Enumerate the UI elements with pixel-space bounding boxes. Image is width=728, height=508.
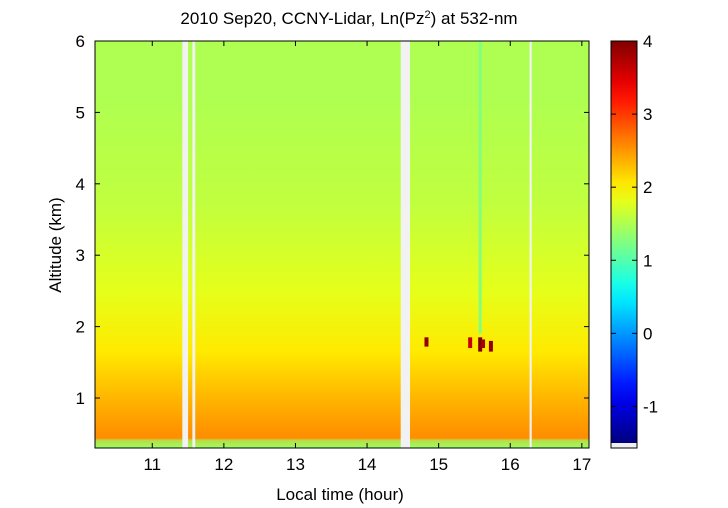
y-tick-label: 6 bbox=[76, 32, 85, 51]
heatmap-plot-area bbox=[95, 41, 589, 448]
aerosol-spike bbox=[468, 337, 473, 349]
colorbar: -1 0 1 2 3 4 bbox=[610, 32, 658, 449]
x-tick-label: 17 bbox=[572, 455, 591, 474]
colorbar-tick-label: 1 bbox=[643, 251, 652, 270]
x-tick-label: 16 bbox=[501, 455, 520, 474]
x-tick-label: 11 bbox=[143, 455, 161, 474]
colorbar-tick-label: 2 bbox=[643, 178, 652, 197]
heatmap-background bbox=[95, 41, 589, 448]
ground-band bbox=[95, 439, 589, 448]
y-tick-label: 4 bbox=[76, 175, 85, 194]
plot-frame bbox=[94, 40, 590, 449]
x-tick-label: 15 bbox=[429, 455, 448, 474]
colorbar-tick-label: 3 bbox=[643, 105, 652, 124]
colorbar-tick-label: 4 bbox=[643, 32, 652, 51]
y-tick-label: 2 bbox=[76, 318, 85, 337]
colorbar-tick-label: 0 bbox=[643, 324, 652, 343]
aerosol-spike bbox=[424, 337, 429, 347]
data-gap bbox=[192, 41, 196, 448]
colorbar-frame bbox=[610, 40, 638, 449]
x-tick-label: 14 bbox=[358, 455, 377, 474]
aerosol-spike bbox=[488, 340, 493, 352]
y-tick-label: 3 bbox=[76, 246, 85, 265]
data-gap bbox=[529, 41, 532, 448]
x-tick-label: 13 bbox=[286, 455, 305, 474]
colorbar-bottom-cap bbox=[611, 443, 637, 448]
colorbar-tick-label: -1 bbox=[643, 397, 658, 416]
y-axis-label: Altitude (km) bbox=[46, 197, 65, 292]
data-gap bbox=[182, 41, 189, 448]
y-tick-label: 1 bbox=[76, 389, 85, 408]
aerosol-streak bbox=[478, 41, 482, 334]
x-axis: 11 12 13 14 15 16 17 bbox=[143, 41, 591, 474]
chart-title: 2010 Sep20, CCNY-Lidar, Ln(Pz2) at 532-n… bbox=[180, 9, 517, 28]
y-axis: 1 2 3 4 5 6 bbox=[76, 32, 589, 408]
aerosol-spike bbox=[478, 337, 483, 352]
colorbar-gradient bbox=[611, 41, 637, 443]
y-tick-label: 5 bbox=[76, 103, 85, 122]
x-tick-label: 12 bbox=[214, 455, 233, 474]
x-axis-label: Local time (hour) bbox=[276, 485, 404, 504]
data-gap bbox=[400, 41, 411, 448]
aerosol-spike bbox=[481, 339, 486, 349]
